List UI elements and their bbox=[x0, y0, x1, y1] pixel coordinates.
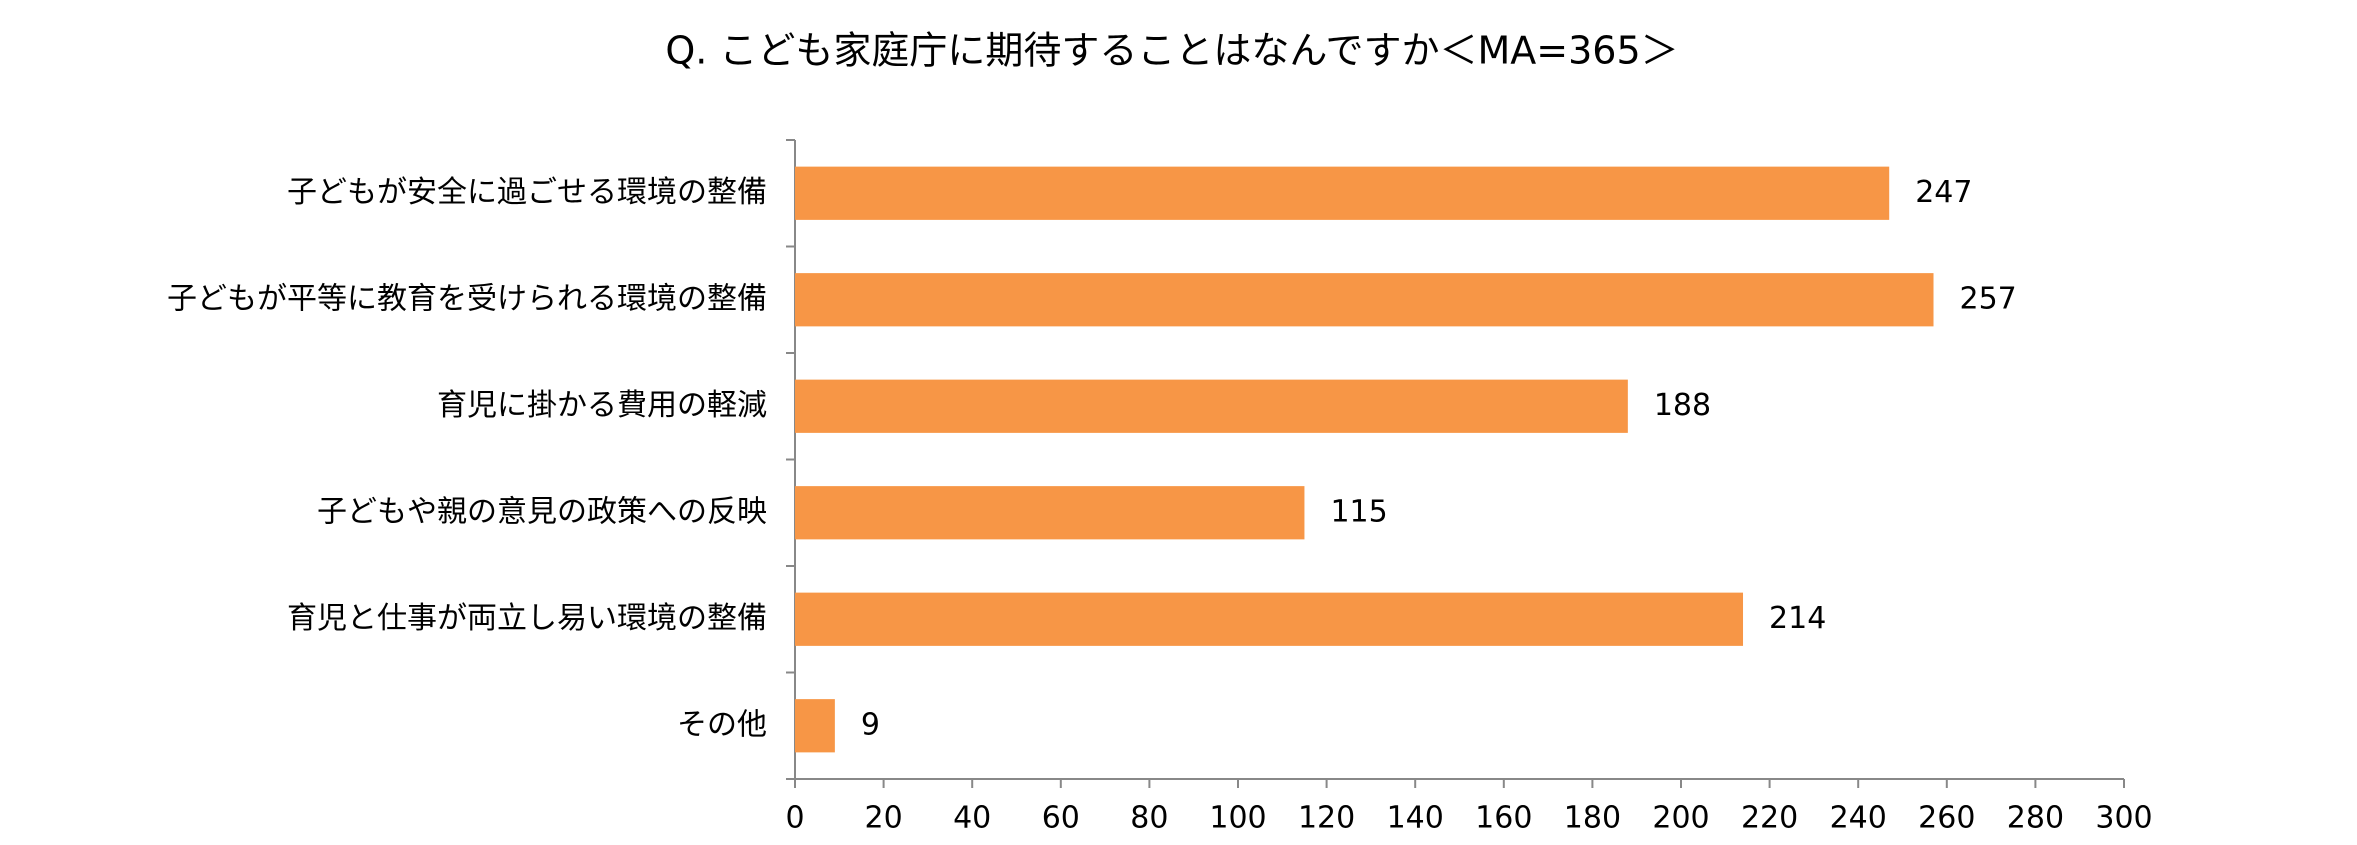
category-label: 育児に掛かる費用の軽減 bbox=[437, 388, 767, 423]
category-label: 子どもが平等に教育を受けられる環境の整備 bbox=[167, 281, 767, 316]
data-label: 214 bbox=[1769, 601, 1826, 636]
x-tick-label: 80 bbox=[1130, 801, 1168, 836]
x-tick-label: 40 bbox=[953, 801, 991, 836]
bar bbox=[795, 379, 1628, 433]
data-label: 9 bbox=[861, 707, 880, 742]
bar bbox=[795, 486, 1305, 540]
x-tick-label: 200 bbox=[1652, 801, 1709, 836]
category-label: 子どもが安全に過ごせる環境の整備 bbox=[287, 175, 767, 210]
category-label: 子どもや親の意見の政策への反映 bbox=[317, 494, 767, 529]
x-tick-label: 20 bbox=[865, 801, 903, 836]
x-tick-label: 280 bbox=[2007, 801, 2064, 836]
chart-title: Q. こども家庭庁に期待することはなんですか＜MA=365＞ bbox=[665, 29, 1678, 73]
bar bbox=[795, 699, 835, 753]
x-tick-label: 240 bbox=[1830, 801, 1887, 836]
x-tick-label: 220 bbox=[1741, 801, 1798, 836]
data-label: 247 bbox=[1915, 175, 1972, 210]
data-label: 257 bbox=[1960, 281, 2017, 316]
x-tick-label: 120 bbox=[1298, 801, 1355, 836]
x-tick-label: 300 bbox=[2095, 801, 2152, 836]
category-label: その他 bbox=[677, 707, 767, 742]
x-tick-label: 100 bbox=[1209, 801, 1266, 836]
x-tick-label: 260 bbox=[1918, 801, 1975, 836]
x-tick-label: 160 bbox=[1475, 801, 1532, 836]
x-tick-label: 140 bbox=[1387, 801, 1444, 836]
bar bbox=[795, 166, 1890, 220]
category-label: 育児と仕事が両立し易い環境の整備 bbox=[287, 601, 767, 636]
data-label: 115 bbox=[1330, 494, 1387, 529]
x-tick-label: 180 bbox=[1564, 801, 1621, 836]
x-tick-label: 60 bbox=[1042, 801, 1080, 836]
bar bbox=[795, 273, 1934, 327]
data-label: 188 bbox=[1654, 388, 1711, 423]
x-tick-label: 0 bbox=[785, 801, 804, 836]
bar bbox=[795, 592, 1744, 646]
